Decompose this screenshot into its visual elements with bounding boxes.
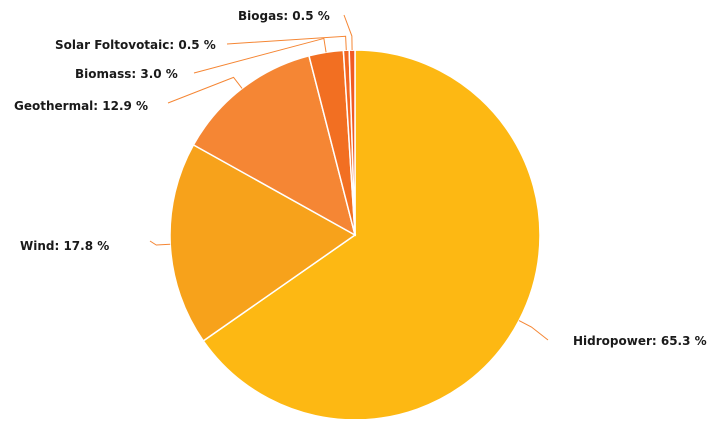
data-label-solar-foltovotaic: Solar Foltovotaic: 0.5 %	[55, 38, 216, 52]
pie-slice-wind[interactable]	[169, 143, 357, 342]
data-label-biogas: Biogas: 0.5 %	[238, 9, 330, 23]
connector-line-hidropower	[518, 320, 549, 341]
data-label-biomass: Biomass: 3.0 %	[75, 67, 178, 81]
data-label-hidropower: Hidropower: 65.3 %	[573, 334, 707, 348]
slices-layer	[169, 49, 541, 421]
connector-line-biomass	[193, 37, 327, 74]
connectors-layer	[149, 14, 549, 341]
connector-line-solar-foltovotaic	[226, 35, 347, 51]
data-label-wind: Wind: 17.8 %	[20, 239, 109, 253]
data-label-geothermal: Geothermal: 12.9 %	[14, 99, 148, 113]
connector-line-wind	[149, 240, 171, 246]
connector-line-geothermal	[167, 76, 243, 104]
pie-slice-hidropower[interactable]	[202, 49, 541, 421]
pie-slice-biogas[interactable]	[348, 49, 356, 236]
connector-line-biogas	[343, 14, 353, 51]
labels-layer: Hidropower: 65.3 % Wind: 17.8 % Geothermal…	[14, 9, 707, 348]
